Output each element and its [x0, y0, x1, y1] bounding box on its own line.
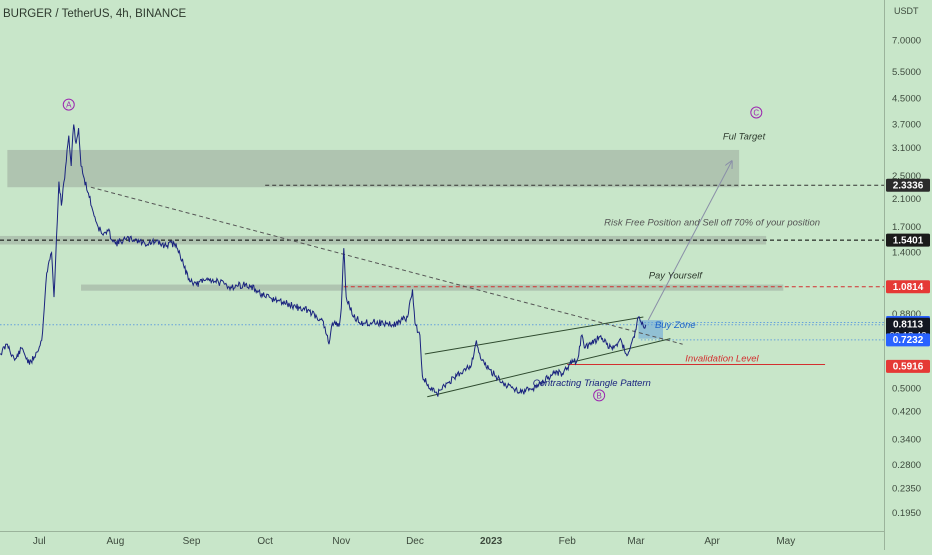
y-tick-16: 0.2800 [892, 460, 921, 471]
annotation-0: Ful Target [723, 132, 766, 143]
y-tick-14: 0.4200 [892, 407, 921, 418]
y-tick-15: 0.3400 [892, 435, 921, 446]
y-tick-6: 2.1000 [892, 194, 921, 205]
x-axis[interactable]: Jul Aug Sep Oct Nov Dec 2023 Feb Mar Apr May [33, 536, 795, 547]
price-tag-bg-0 [886, 178, 930, 192]
x-tick-3: Oct [257, 536, 273, 547]
y-tick-2: 4.5000 [892, 94, 921, 105]
annotation-1: Risk Free Position and Sell off 70% of y… [604, 218, 820, 229]
y-axis-unit: USDT [894, 6, 919, 16]
wave-circle-2 [750, 106, 763, 119]
x-tick-9: Apr [704, 536, 720, 547]
y-tick-0: 7.0000 [892, 35, 921, 46]
chart-title: BURGER / TetherUS, 4h, BINANCE [3, 8, 187, 20]
y-tick-18: 0.1950 [892, 508, 921, 519]
x-tick-2: Sep [183, 536, 201, 547]
y-tick-5: 2.5000 [892, 171, 921, 182]
price-tag-2: 1.0814 [893, 282, 924, 293]
wave-circle-1 [593, 389, 606, 402]
y-tick-3: 3.7000 [892, 119, 921, 130]
price-tag-0: 2.3336 [893, 180, 924, 191]
x-tick-4: Nov [332, 536, 350, 547]
annotation-3: Buy Zone [655, 320, 696, 331]
price-tag-bg-5 [886, 333, 930, 347]
y-tick-10: 0.8800 [892, 309, 921, 320]
annotation-5: Contracting Triangle Pattern [533, 378, 651, 389]
wave-label-0: A [66, 101, 72, 110]
x-tick-5: Dec [406, 536, 424, 547]
price-lines-layer [0, 184, 884, 366]
price-tag-6: 0.5916 [893, 362, 924, 373]
annotation-2: Pay Yourself [649, 271, 704, 282]
price-tag-4: 0.8113 [893, 319, 923, 330]
trendline-0 [424, 316, 644, 355]
price-tag-5: 0.7232 [893, 335, 924, 346]
annotations-layer: Ful Target Risk Free Position and Sell of… [533, 132, 820, 389]
x-tick-6: 2023 [480, 536, 503, 547]
series-layer [0, 124, 647, 397]
wave-circle-0 [62, 98, 75, 111]
x-tick-1: Aug [107, 536, 125, 547]
wave-label-1: B [596, 391, 601, 400]
price-tag-bg-6 [886, 359, 930, 373]
wave-labels-layer: A B C [62, 98, 763, 402]
y-tick-13: 0.5000 [892, 384, 921, 395]
zone-0 [7, 149, 740, 188]
price-tag-bg-2 [886, 280, 930, 294]
x-tick-0: Jul [33, 536, 46, 547]
y-tick-1: 5.5000 [892, 67, 921, 78]
x-tick-7: Feb [559, 536, 577, 547]
zone-1 [0, 235, 767, 245]
y-tick-17: 0.2350 [892, 483, 921, 494]
zone-2 [81, 284, 784, 291]
price-tag-bg-1 [886, 233, 930, 247]
wave-label-2: C [753, 109, 759, 118]
trendline-3 [647, 161, 731, 321]
y-tick-7: 1.7000 [892, 222, 921, 233]
annotation-4: Invalidation Level [685, 353, 759, 364]
x-tick-10: May [776, 536, 795, 547]
price-tag-1: 1.5401 [893, 235, 924, 246]
price-series-0 [0, 124, 647, 397]
price-tags-layer: 2.33361.54011.08140.82520.811302:18:420.… [886, 178, 930, 373]
x-tick-8: Mar [627, 536, 645, 547]
zones-layer [0, 149, 784, 339]
y-tick-8: 1.4000 [892, 248, 921, 259]
y-tick-4: 3.1000 [892, 143, 921, 154]
